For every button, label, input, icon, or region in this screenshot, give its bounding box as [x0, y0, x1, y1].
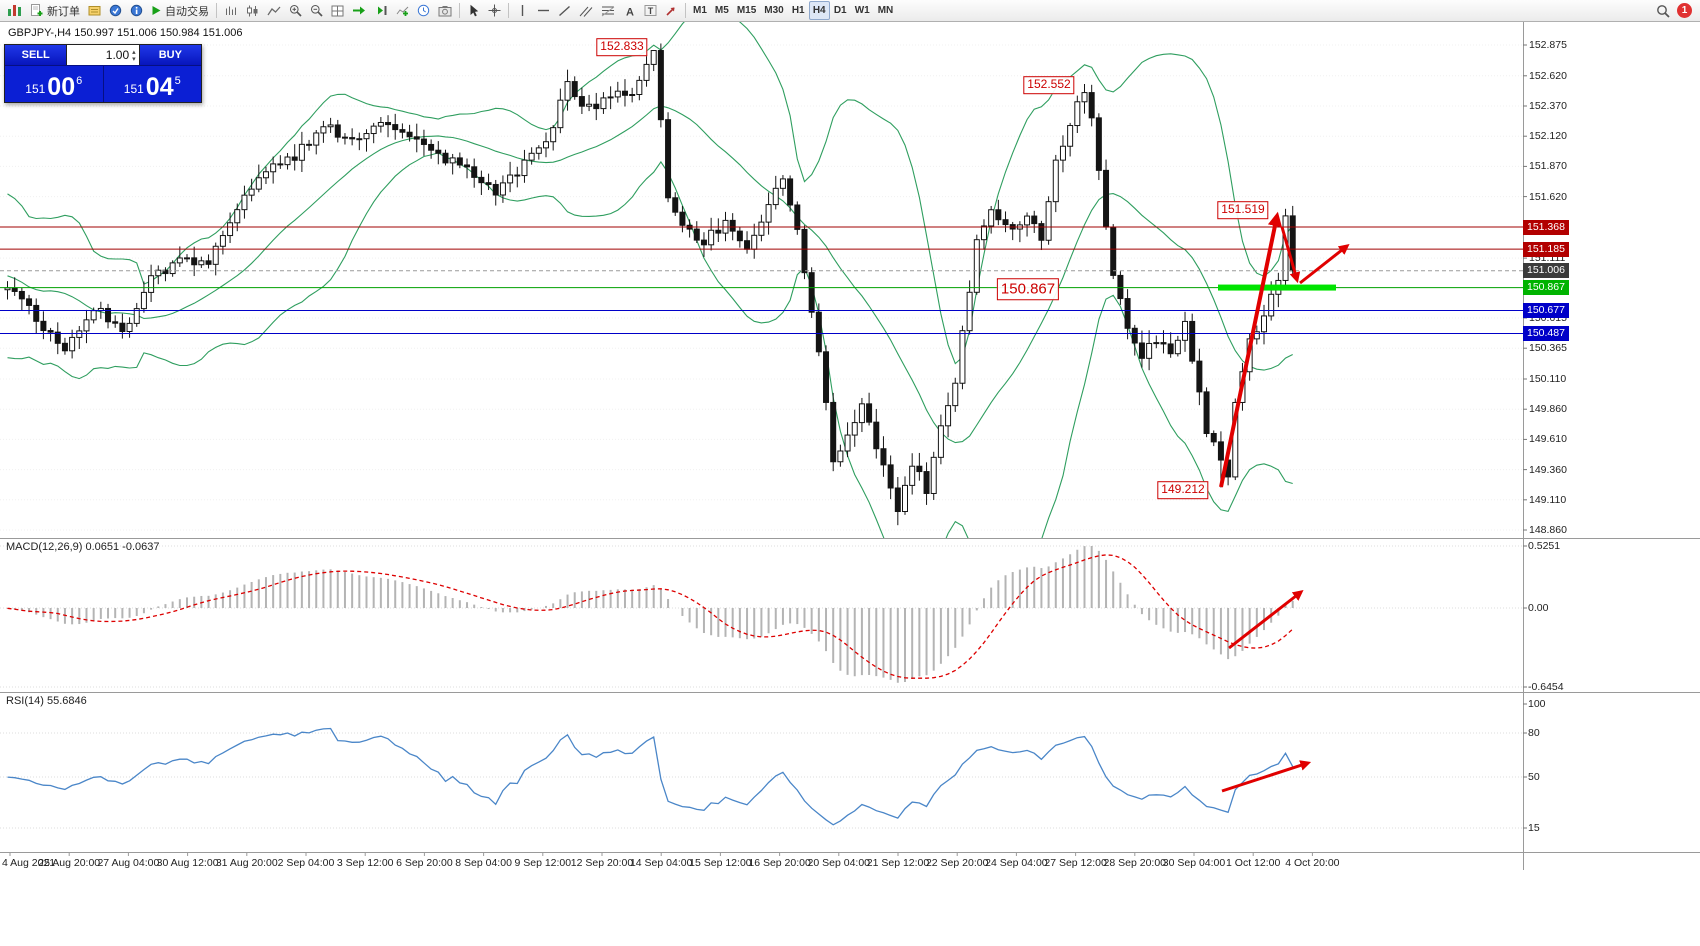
chart-window[interactable]: GBPJPY-,H4 150.997 151.006 150.984 151.0…: [0, 22, 1700, 946]
svg-text:A: A: [626, 6, 634, 17]
buy-button[interactable]: BUY: [139, 45, 201, 65]
chart-list-icon[interactable]: [84, 1, 105, 20]
timeframe-mn-button[interactable]: MN: [877, 5, 894, 16]
trend-arrow[interactable]: [1299, 243, 1350, 285]
buy-price-pips: 04: [145, 73, 174, 101]
candle-chart-icon[interactable]: [242, 1, 263, 20]
new-order-button[interactable]: 新订单: [26, 1, 84, 20]
notification-badge[interactable]: 1: [1677, 3, 1692, 18]
timeframe-m15-button[interactable]: M15: [736, 5, 757, 16]
bar-chart-icon[interactable]: [220, 1, 242, 20]
buy-price[interactable]: 151 04 5: [104, 66, 202, 102]
svg-text:T: T: [648, 6, 654, 16]
auto-trading-button[interactable]: 自动交易: [147, 1, 213, 20]
market-watch-icon[interactable]: [105, 1, 126, 20]
price-annotation[interactable]: 150.867: [996, 278, 1060, 300]
trend-arrow[interactable]: [1280, 226, 1301, 284]
bollinger-band-line: [7, 152, 1293, 538]
sell-button[interactable]: SELL: [5, 45, 67, 65]
macd-indicator-label: MACD(12,26,9) 0.0651 -0.0637: [6, 541, 160, 553]
support-zone-highlight[interactable]: [1218, 284, 1336, 291]
line-chart-icon[interactable]: [263, 1, 285, 20]
crosshair-icon[interactable]: [484, 1, 505, 20]
arrows-icon[interactable]: [661, 1, 682, 20]
timeframe-h1-button[interactable]: H1: [791, 5, 805, 16]
sell-price-pips: 00: [47, 73, 76, 101]
buy-price-whole: 151: [123, 82, 144, 96]
price-annotation[interactable]: 151.519: [1217, 201, 1269, 219]
macd-pane: [0, 545, 1523, 688]
data-window-icon[interactable]: [126, 1, 147, 20]
price-annotation[interactable]: 152.552: [1023, 76, 1075, 94]
price-annotation[interactable]: 152.833: [596, 38, 648, 56]
bollinger-band-line: [7, 22, 1294, 365]
app-chart-icon: [3, 1, 26, 20]
timeframe-h4-button[interactable]: H4: [808, 1, 830, 20]
text-icon[interactable]: A: [619, 1, 640, 20]
cursor-icon[interactable]: [463, 1, 484, 20]
auto-scroll-icon[interactable]: [348, 1, 370, 20]
channel-icon[interactable]: [575, 1, 597, 20]
timeframe-m30-button[interactable]: M30: [764, 5, 784, 16]
chart-ohlc-info: GBPJPY-,H4 150.997 151.006 150.984 151.0…: [8, 27, 243, 39]
text-label-icon[interactable]: T: [640, 1, 661, 20]
timeframe-m1-button[interactable]: M1: [693, 5, 707, 16]
timeframe-d1-button[interactable]: D1: [833, 5, 847, 16]
trendline-icon[interactable]: [554, 1, 575, 20]
vertical-line-icon[interactable]: [512, 1, 533, 20]
trend-arrow[interactable]: [1219, 211, 1283, 488]
sell-price[interactable]: 151 00 6: [5, 66, 104, 102]
toolbar-separator: [685, 3, 686, 18]
search-icon[interactable]: [1652, 1, 1674, 20]
toolbar: 新订单 自动交易 A T M1 M5 M15 M30 H1 H4 D1 W1 MN 1: [0, 0, 1700, 22]
one-click-trading-panel: SELL 1.00 BUY 151 00 6 151: [4, 44, 202, 103]
rsi-indicator-label: RSI(14) 55.6846: [6, 695, 87, 707]
lot-increase-icon[interactable]: [132, 48, 136, 55]
sell-price-pipette: 6: [76, 75, 83, 87]
lot-size-value: 1.00: [105, 48, 130, 62]
period-clock-icon[interactable]: [413, 1, 434, 20]
sell-price-whole: 151: [25, 82, 46, 96]
zoom-in-icon[interactable]: [285, 1, 306, 20]
snapshot-icon[interactable]: [434, 1, 456, 20]
fibonacci-icon[interactable]: [597, 1, 619, 20]
timeframe-m5-button[interactable]: M5: [714, 5, 729, 16]
timeframe-w1-button[interactable]: W1: [854, 5, 870, 16]
bollinger-band-line: [7, 105, 1293, 444]
lot-decrease-icon[interactable]: [132, 55, 136, 62]
chart-canvas[interactable]: [0, 22, 1700, 870]
horizontal-line-icon[interactable]: [533, 1, 554, 20]
zoom-out-icon[interactable]: [306, 1, 327, 20]
toolbar-separator: [508, 3, 509, 18]
toolbar-separator: [459, 3, 460, 18]
macd-signal-line: [7, 554, 1294, 679]
lot-size-input[interactable]: 1.00: [66, 45, 140, 65]
lot-spinner[interactable]: [132, 48, 136, 62]
buy-price-pipette: 5: [174, 75, 181, 87]
main-price-pane: [0, 22, 1523, 538]
toolbar-separator: [216, 3, 217, 18]
rsi-line: [7, 727, 1294, 826]
tile-windows-icon[interactable]: [327, 1, 348, 20]
price-annotation[interactable]: 149.212: [1157, 481, 1209, 499]
indicators-icon[interactable]: [392, 1, 413, 20]
trend-arrow[interactable]: [1221, 760, 1312, 793]
chart-shift-icon[interactable]: [370, 1, 392, 20]
trend-arrow[interactable]: [1228, 590, 1304, 650]
